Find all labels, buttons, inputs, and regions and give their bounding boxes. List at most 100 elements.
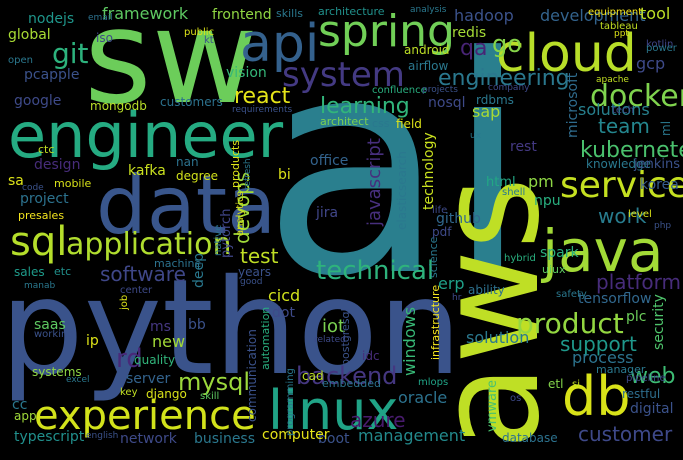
word-new: new <box>152 334 185 350</box>
word-cad: cad <box>302 370 324 382</box>
word-qa: qa <box>460 38 487 60</box>
word-bb: bb <box>188 318 206 332</box>
word-code: code <box>22 184 44 193</box>
word-jenkins: jenkins <box>634 158 680 171</box>
word-customer: customer <box>578 424 672 444</box>
word-tech: tech <box>612 106 634 116</box>
word-plc: plc <box>626 310 646 324</box>
word-good: good <box>240 278 262 287</box>
word-kafka: kafka <box>128 164 166 178</box>
word-server: server <box>126 372 170 386</box>
word-bi: bi <box>278 168 291 182</box>
word-field: field <box>396 118 422 130</box>
word-ml: ml <box>660 121 672 136</box>
word-rest: rest <box>510 140 537 154</box>
word-infrastructure: infrastructure <box>430 285 441 360</box>
word-etl: etl <box>548 378 563 390</box>
word-os: os <box>510 394 521 404</box>
word-oracle: oracle <box>398 390 447 406</box>
word-go: go <box>492 32 522 56</box>
word-mobile: mobile <box>54 178 91 189</box>
word-mongodb: mongodb <box>90 100 147 112</box>
word-ctc: ctc <box>38 144 54 155</box>
word-uiux: uiux <box>542 264 566 275</box>
word-office: office <box>310 154 348 168</box>
word-rdbms: rdbms <box>476 94 514 106</box>
word-english: english <box>86 432 118 441</box>
word-javascript: javascript <box>366 138 384 226</box>
word-tool: tool <box>640 6 670 22</box>
word-security: security <box>652 294 666 350</box>
word-sales: sales <box>14 266 45 278</box>
word-vmware: vmware <box>486 380 499 432</box>
word-css: css <box>372 118 390 129</box>
word-email: email <box>88 14 113 23</box>
word-architecture: architecture <box>318 6 385 17</box>
word-power: power <box>646 44 677 54</box>
word-shell: shell <box>502 188 525 198</box>
word-test: test <box>240 246 278 266</box>
word-pm: pm <box>528 174 554 190</box>
word-cicd: cicd <box>268 288 300 304</box>
word-machine: machine <box>154 258 201 269</box>
word-restful: restful <box>622 388 660 400</box>
word-skill: skill <box>200 392 219 402</box>
word-google: google <box>14 94 61 108</box>
word-design: design <box>34 158 80 172</box>
word-windows: windows <box>402 307 418 376</box>
word-pdf: pdf <box>432 226 451 238</box>
word-open: open <box>8 56 33 66</box>
word-kt: kt <box>204 36 214 46</box>
word-job: job <box>120 295 130 310</box>
word-ability: ability <box>468 284 505 296</box>
word-ux: ux <box>470 132 481 141</box>
word-management: management <box>358 428 465 444</box>
word-database: database <box>502 432 558 444</box>
word-ip: ip <box>86 334 99 348</box>
word-manab: manab <box>24 282 55 291</box>
word-quality: quality <box>134 354 175 366</box>
word-global: global <box>8 28 51 42</box>
word-hr: hr <box>452 294 461 303</box>
word-business: business <box>194 432 255 446</box>
word-excel: excel <box>66 376 90 385</box>
word-pcapple: pcapple <box>24 68 79 82</box>
word-technical: technical <box>316 258 434 284</box>
word-frontend: frontend <box>212 8 272 22</box>
word-mlops: mlops <box>418 378 448 388</box>
word-presales: presales <box>18 210 64 221</box>
word-working: working <box>34 330 74 340</box>
word-analysis: analysis <box>410 6 446 15</box>
word-life: life <box>432 206 447 216</box>
word-equipment: equipment <box>588 8 642 18</box>
word-iso: iso <box>96 32 113 44</box>
word-sql: sql <box>10 222 67 262</box>
word-automation: automation <box>260 307 271 370</box>
word-programming: programming <box>286 368 296 436</box>
word-nosql: nosql <box>428 96 466 110</box>
word-vision: vision <box>226 66 267 80</box>
word-apache: apache <box>596 76 629 85</box>
word-dot: dot <box>272 306 295 320</box>
word-team: team <box>598 116 650 136</box>
word-network: network <box>120 432 177 446</box>
word-jira: jira <box>316 206 338 220</box>
word-products: products <box>230 140 241 188</box>
word-ms: ms <box>150 320 171 334</box>
word-airflow: airflow <box>408 60 448 72</box>
word-php: php <box>654 222 671 231</box>
word-architect: architect <box>320 116 369 127</box>
word-android: android <box>404 44 450 56</box>
word-platform: platform <box>596 272 681 292</box>
word-key: key <box>120 388 138 398</box>
word-communication: communication <box>246 329 258 422</box>
word-spark: spark <box>540 246 579 260</box>
word-django: django <box>146 388 187 400</box>
word-gcp: gcp <box>636 56 665 72</box>
word-nodejs: nodejs <box>28 12 74 26</box>
word-etc: etc <box>54 266 71 277</box>
word-git: git <box>52 40 89 68</box>
word-native: native <box>214 225 224 256</box>
word-ppt: ppt <box>614 30 629 39</box>
word-analytics: analytics <box>236 191 246 236</box>
